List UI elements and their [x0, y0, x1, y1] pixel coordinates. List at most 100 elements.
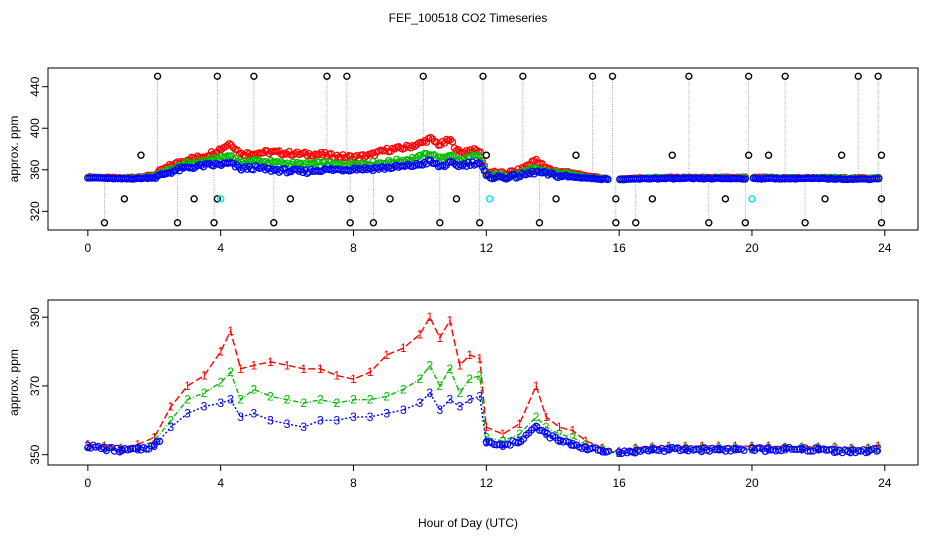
point-3: [277, 166, 285, 175]
series-3-point: [814, 445, 823, 453]
series-marker-1: 1: [500, 427, 507, 441]
series-marker-3: 3: [334, 413, 341, 427]
x-tick-label: 16: [612, 241, 626, 255]
series-marker-2: 2: [649, 441, 656, 455]
series-3-point: [142, 445, 150, 453]
spike-point: [210, 219, 218, 227]
series-marker-2: 2: [317, 393, 324, 407]
series-marker-1: 1: [569, 424, 576, 438]
series-marker-1: 1: [682, 439, 689, 453]
series-marker-2: 2: [417, 372, 424, 386]
series-3-point: [790, 445, 799, 453]
outlier-point: [386, 195, 394, 203]
series-marker-3: 3: [217, 396, 224, 410]
series-marker-2: 2: [782, 441, 789, 455]
point-3: [522, 171, 530, 179]
series-marker-3: 3: [832, 444, 839, 458]
series-marker-3: 3: [543, 427, 550, 441]
series-marker-1: 1: [483, 420, 490, 434]
series-3-point: [156, 437, 164, 445]
series-marker-3: 3: [436, 403, 443, 417]
x-tick-label: 0: [85, 241, 92, 255]
series-marker-3: 3: [184, 406, 191, 420]
outlier-point: [572, 151, 580, 159]
point-3: [458, 162, 467, 170]
series-marker-3: 3: [516, 434, 523, 448]
series-marker-3: 3: [251, 406, 258, 420]
spike-point: [419, 72, 427, 81]
outlier-point: [837, 151, 846, 159]
series-marker-1: 1: [533, 379, 540, 393]
series-3-point: [599, 448, 607, 456]
series-marker-3: 3: [201, 400, 208, 414]
point-3: [229, 159, 237, 167]
spike-point: [343, 72, 351, 81]
y-axis-label: approx. ppm: [7, 116, 21, 183]
y-tick-label: 350: [28, 444, 42, 464]
spike-point: [479, 72, 487, 81]
series-marker-2: 2: [456, 386, 463, 400]
point-1: [229, 144, 237, 152]
series-marker-3: 3: [765, 443, 772, 457]
series-marker-3: 3: [500, 439, 507, 453]
series-marker-1: 1: [184, 379, 191, 393]
series-marker-1: 1: [446, 314, 453, 328]
plot-frame: [47, 299, 919, 466]
x-tick-label: 12: [480, 476, 494, 490]
series-marker-1: 1: [456, 358, 463, 372]
y-tick-label: 440: [28, 76, 42, 96]
series-marker-2: 2: [543, 420, 550, 434]
series-marker-1: 1: [782, 440, 789, 454]
outlier-point: [877, 151, 886, 159]
series-marker-3: 3: [350, 410, 357, 424]
cyan-point: [485, 195, 494, 203]
series-3-point: [490, 441, 498, 449]
series-marker-1: 1: [350, 372, 357, 386]
series-marker-2: 2: [134, 441, 141, 455]
series-marker-2: 2: [227, 365, 234, 379]
series-line-2: [87, 363, 879, 454]
series-marker-3: 3: [118, 444, 125, 458]
series-marker-3: 3: [367, 410, 374, 424]
point-1: [446, 136, 455, 144]
series-3-point: [788, 445, 796, 453]
series-marker-2: 2: [267, 389, 274, 403]
point-1: [532, 155, 540, 164]
cyan-point: [216, 195, 225, 203]
series-marker-3: 3: [476, 389, 483, 403]
series-marker-1: 1: [749, 439, 756, 453]
series-marker-1: 1: [151, 431, 158, 445]
series-marker-2: 2: [476, 369, 483, 383]
point-1: [363, 152, 371, 160]
series-marker-3: 3: [715, 443, 722, 457]
series-marker-1: 1: [251, 358, 258, 372]
series-marker-1: 1: [832, 440, 839, 454]
series-marker-1: 1: [201, 369, 208, 383]
spike-point: [608, 72, 617, 81]
series-marker-2: 2: [367, 393, 374, 407]
spike-point: [173, 219, 182, 227]
plot-frame: [47, 67, 919, 231]
series-3-point: [806, 447, 815, 455]
series-marker-1: 1: [367, 365, 374, 379]
series-3-point: [711, 446, 719, 454]
series-marker-1: 1: [765, 439, 772, 453]
y-tick-label: 360: [28, 159, 42, 179]
point-3: [604, 175, 612, 184]
series-marker-2: 2: [446, 362, 453, 376]
series-marker-3: 3: [168, 420, 175, 434]
series-marker-2: 2: [500, 434, 507, 448]
outlier-point: [821, 195, 829, 203]
series-marker-1: 1: [217, 345, 224, 359]
series-marker-2: 2: [168, 413, 175, 427]
spike-point: [685, 72, 693, 81]
series-marker-1: 1: [427, 310, 434, 324]
point-2: [474, 151, 483, 160]
series-marker-3: 3: [284, 417, 291, 431]
x-tick-label: 20: [745, 241, 759, 255]
series-marker-3: 3: [383, 406, 390, 420]
series-marker-2: 2: [516, 427, 523, 441]
series-marker-3: 3: [782, 443, 789, 457]
series-marker-1: 1: [583, 434, 590, 448]
series-marker-3: 3: [237, 410, 244, 424]
